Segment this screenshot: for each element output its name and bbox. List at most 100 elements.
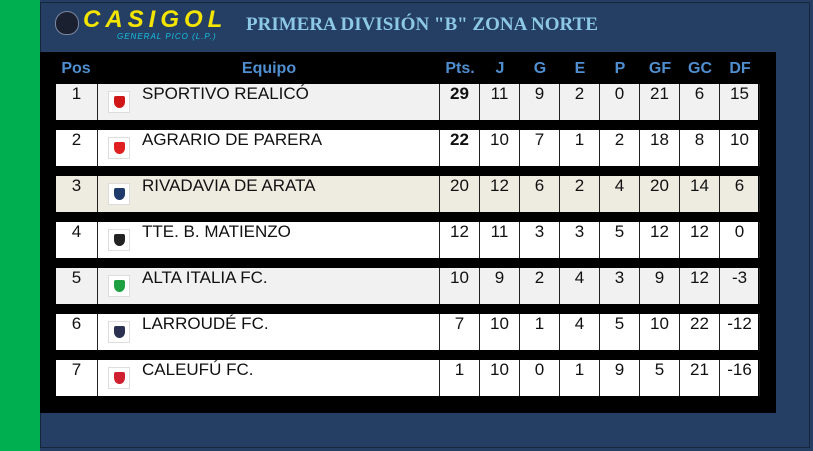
g-cell: 2 (520, 268, 560, 304)
team-cell: AGRARIO DE PARERA (98, 130, 440, 166)
column-header: E (574, 60, 586, 77)
pts-cell: 7 (440, 314, 480, 350)
column-header: Pts. (445, 60, 475, 77)
df-cell: 10 (720, 130, 760, 166)
pos-cell: 2 (56, 130, 98, 166)
table-row: 2 AGRARIO DE PARERA 22 10 7 1 2 18 8 10 (56, 130, 760, 166)
gc-cell: 21 (680, 360, 720, 396)
table-row: 4 TTE. B. MATIENZO 12 11 3 3 5 12 12 0 (56, 222, 760, 258)
team-crest-icon (108, 321, 130, 343)
j-cell: 11 (480, 222, 520, 258)
column-header: P (614, 60, 626, 77)
gc-cell: 8 (680, 130, 720, 166)
gf-cell: 20 (640, 176, 680, 212)
pts-cell: 12 (440, 222, 480, 258)
gc-cell: 14 (680, 176, 720, 212)
table-row: 1 SPORTIVO REALICÓ 29 11 9 2 0 21 6 15 (56, 84, 760, 120)
page-title: PRIMERA DIVISIÓN "B" ZONA NORTE (246, 14, 598, 35)
team-crest-icon (108, 367, 130, 389)
gf-cell: 21 (640, 84, 680, 120)
logo-subtitle: GENERAL PICO (L.P.) (117, 32, 217, 41)
gc-cell: 22 (680, 314, 720, 350)
e-cell: 1 (560, 130, 600, 166)
pos-cell: 1 (56, 84, 98, 120)
pts-cell: 22 (440, 130, 480, 166)
p-cell: 4 (600, 176, 640, 212)
df-cell: -12 (720, 314, 760, 350)
shield-icon (55, 11, 79, 35)
e-cell: 2 (560, 84, 600, 120)
column-header: G (533, 60, 547, 77)
p-cell: 0 (600, 84, 640, 120)
p-cell: 2 (600, 130, 640, 166)
team-cell: ALTA ITALIA FC. (98, 268, 440, 304)
g-cell: 6 (520, 176, 560, 212)
e-cell: 3 (560, 222, 600, 258)
pos-cell: 6 (56, 314, 98, 350)
team-crest-icon (108, 91, 130, 113)
table-row: 3 RIVADAVIA DE ARATA 20 12 6 2 4 20 14 6 (56, 176, 760, 212)
column-header: DF (729, 60, 751, 77)
team-name: LARROUDÉ FC. (142, 314, 269, 333)
team-name: SPORTIVO REALICÓ (142, 84, 309, 103)
j-cell: 10 (480, 314, 520, 350)
j-cell: 12 (480, 176, 520, 212)
team-crest-icon (108, 275, 130, 297)
j-cell: 9 (480, 268, 520, 304)
g-cell: 1 (520, 314, 560, 350)
df-cell: 0 (720, 222, 760, 258)
gf-cell: 5 (640, 360, 680, 396)
e-cell: 1 (560, 360, 600, 396)
j-cell: 10 (480, 130, 520, 166)
gf-cell: 10 (640, 314, 680, 350)
pts-cell: 10 (440, 268, 480, 304)
team-name: TTE. B. MATIENZO (142, 222, 291, 241)
pos-cell: 7 (56, 360, 98, 396)
df-cell: -3 (720, 268, 760, 304)
df-cell: 15 (720, 84, 760, 120)
e-cell: 4 (560, 268, 600, 304)
team-name: ALTA ITALIA FC. (142, 268, 268, 287)
team-cell: TTE. B. MATIENZO (98, 222, 440, 258)
df-cell: -16 (720, 360, 760, 396)
team-crest-icon (108, 137, 130, 159)
gc-cell: 12 (680, 222, 720, 258)
e-cell: 2 (560, 176, 600, 212)
j-cell: 10 (480, 360, 520, 396)
team-cell: CALEUFÚ FC. (98, 360, 440, 396)
team-name: CALEUFÚ FC. (142, 360, 254, 379)
gf-cell: 12 (640, 222, 680, 258)
logo-text: CASIGOL (83, 6, 228, 33)
pos-cell: 4 (56, 222, 98, 258)
team-crest-icon (108, 229, 130, 251)
table-row: 5 ALTA ITALIA FC. 10 9 2 4 3 9 12 -3 (56, 268, 760, 304)
gc-cell: 6 (680, 84, 720, 120)
table-row: 7 CALEUFÚ FC. 1 10 0 1 9 5 21 -16 (56, 360, 760, 396)
p-cell: 5 (600, 222, 640, 258)
standings-table: Pos Equipo Pts. J G E P GF GC DF 1 SPORTIVO REALICÓ… (40, 52, 776, 413)
pos-cell: 3 (56, 176, 98, 212)
column-header: J (495, 60, 505, 77)
team-name: AGRARIO DE PARERA (142, 130, 323, 149)
table-row: 6 LARROUDÉ FC. 7 10 1 4 5 10 22 -12 (56, 314, 760, 350)
g-cell: 0 (520, 360, 560, 396)
pos-cell: 5 (56, 268, 98, 304)
team-cell: LARROUDÉ FC. (98, 314, 440, 350)
column-header: GF (648, 60, 672, 77)
pts-cell: 1 (440, 360, 480, 396)
pts-cell: 29 (440, 84, 480, 120)
column-header: Equipo (241, 60, 297, 77)
pts-cell: 20 (440, 176, 480, 212)
team-name: RIVADAVIA DE ARATA (142, 176, 316, 195)
g-cell: 9 (520, 84, 560, 120)
team-crest-icon (108, 183, 130, 205)
column-header: Pos (61, 60, 91, 77)
gf-cell: 9 (640, 268, 680, 304)
gc-cell: 12 (680, 268, 720, 304)
p-cell: 5 (600, 314, 640, 350)
g-cell: 3 (520, 222, 560, 258)
j-cell: 11 (480, 84, 520, 120)
casigol-logo: CASIGOL GENERAL PICO (L.P.) (55, 6, 235, 44)
p-cell: 9 (600, 360, 640, 396)
p-cell: 3 (600, 268, 640, 304)
